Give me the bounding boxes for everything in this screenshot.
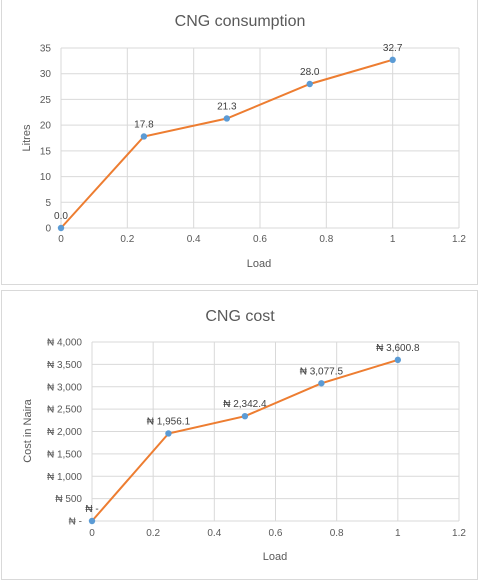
gridlines [60, 47, 460, 229]
x-tick-label: 1.2 [452, 234, 466, 245]
chart-cng-consumption: CNG consumption 0 5 10 15 20 25 30 35 0 0.2 0.4 0.… [21, 13, 466, 270]
chart-panel-cng-cost: CNG cost ₦ - ₦ 500 ₦ 1,000 ₦ 1,500 ₦ 2,000 ₦ … [1, 290, 478, 580]
data-labels: 0.0 17.8 21.3 28.0 32.7 [54, 43, 403, 222]
x-axis-ticks: 0 0.2 0.4 0.6 0.8 1 1.2 [89, 528, 466, 539]
y-tick-label: 30 [40, 69, 52, 80]
y-tick-label: ₦ 1,000 [47, 472, 82, 483]
y-axis-ticks: ₦ - ₦ 500 ₦ 1,000 ₦ 1,500 ₦ 2,000 ₦ 2,500 ₦ 3,… [47, 338, 82, 528]
x-tick-label: 0.6 [253, 234, 267, 245]
x-tick-label: 0 [58, 234, 64, 245]
x-tick-label: 0.4 [187, 234, 201, 245]
y-tick-label: 5 [45, 198, 51, 209]
data-point [223, 115, 231, 122]
data-label: 17.8 [134, 119, 154, 130]
y-tick-label: ₦ - [69, 517, 82, 528]
y-tick-label: ₦ 3,000 [47, 382, 82, 393]
x-tick-label: 0.8 [330, 528, 344, 539]
y-tick-label: ₦ 4,000 [47, 338, 82, 349]
x-axis-ticks: 0 0.2 0.4 0.6 0.8 1 1.2 [58, 234, 466, 245]
data-label: 0.0 [54, 211, 68, 222]
x-tick-label: 0.6 [269, 528, 283, 539]
x-tick-label: 1 [395, 528, 401, 539]
y-tick-label: 25 [40, 95, 52, 106]
y-tick-label: ₦ 2,000 [47, 427, 82, 438]
series-line [91, 358, 399, 522]
data-point [389, 56, 396, 64]
data-label: 32.7 [383, 43, 403, 54]
chart-cng-cost: CNG cost ₦ -₦ 500₦ 1,000₦ 1,500₦ 2,000₦ … [22, 308, 466, 563]
y-tick-label: 35 [40, 44, 52, 55]
x-axis-title: Load [263, 551, 287, 563]
y-axis-ticks: 0 5 10 15 20 25 30 35 [40, 44, 52, 235]
x-tick-label: 0.8 [319, 234, 333, 245]
data-point [306, 80, 313, 88]
data-point [394, 356, 402, 364]
chart-panel-cng-consumption: CNG consumption 0 5 10 15 20 25 30 35 0 0.2 0.4 0.… [1, 0, 478, 285]
gridlines [91, 341, 460, 522]
data-point [140, 133, 148, 140]
x-axis-title: Load [247, 258, 271, 270]
y-tick-label: 0 [45, 224, 51, 235]
x-tick-label: 0.2 [146, 528, 160, 539]
data-point [318, 380, 325, 387]
y-tick-label: 20 [40, 121, 52, 132]
chart-title: CNG cost [205, 308, 275, 325]
data-label: 21.3 [217, 101, 237, 112]
data-labels: ₦ - ₦ 1,956.1 ₦ 2,342.4 ₦ 3,077.5 ₦ 3,600.8 [85, 343, 420, 515]
data-point [165, 430, 172, 437]
data-label: 28.0 [300, 67, 320, 78]
x-tick-label: 1.2 [452, 528, 466, 539]
data-label: ₦ - [85, 504, 98, 515]
x-tick-label: 0.2 [120, 234, 134, 245]
y-tick-label: ₦ 1,500 [47, 449, 82, 460]
y-axis-title: Cost in Naira [22, 398, 34, 462]
data-point [88, 517, 96, 525]
y-axis-title: Litres [21, 124, 33, 151]
data-point [241, 412, 249, 420]
series-line-group [91, 358, 399, 522]
series-points [57, 56, 396, 232]
y-tick-label: ₦ 2,500 [47, 405, 82, 416]
data-label: ₦ 2,342.4 [223, 399, 267, 410]
series-points [88, 356, 402, 525]
chart-title: CNG consumption [175, 13, 306, 30]
data-label: ₦ 3,077.5 [300, 366, 344, 377]
y-tick-label: 10 [40, 172, 52, 183]
data-point [57, 224, 65, 232]
x-tick-label: 0.4 [207, 528, 221, 539]
y-tick-label: 15 [40, 146, 52, 157]
y-tick-label: ₦ 500 [55, 494, 82, 505]
x-tick-label: 1 [390, 234, 396, 245]
data-label: ₦ 1,956.1 [147, 416, 191, 427]
data-label: ₦ 3,600.8 [376, 343, 420, 354]
y-tick-label: ₦ 3,500 [47, 360, 82, 371]
x-tick-label: 0 [89, 528, 95, 539]
